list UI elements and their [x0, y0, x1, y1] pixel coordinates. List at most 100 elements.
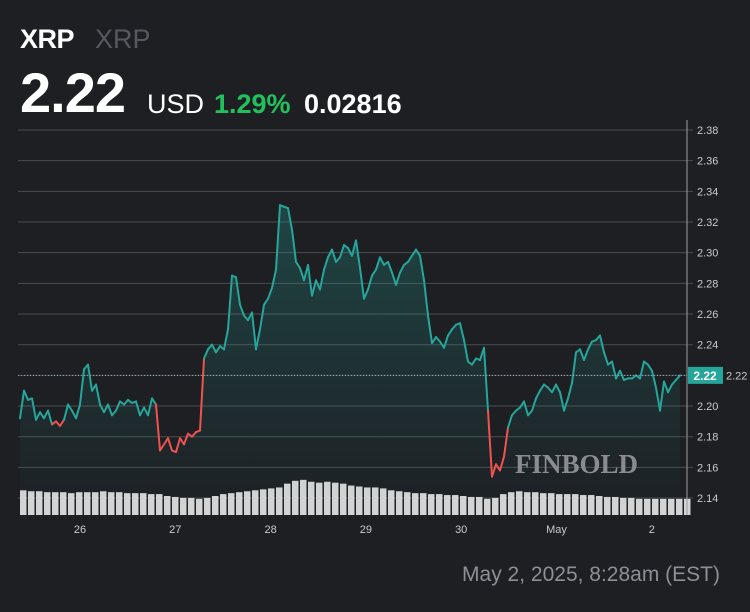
- x-tick-label: 29: [360, 524, 372, 536]
- price-line-segment: [155, 403, 161, 452]
- price-line-segment: [39, 411, 45, 420]
- price-line-segment: [399, 263, 405, 274]
- price-line-segment: [503, 426, 509, 458]
- price-line-segment: [67, 403, 73, 412]
- y-tick-label: 2.38: [697, 125, 718, 137]
- price-line-segment: [655, 386, 661, 412]
- currency: USD: [147, 89, 205, 119]
- x-tick-label: 26: [74, 524, 86, 536]
- price-line-segment: [151, 397, 157, 406]
- price-line-segment: [271, 268, 277, 289]
- x-tick-label: 28: [264, 524, 276, 536]
- price-line-segment: [487, 409, 493, 478]
- price-line-segment: [359, 267, 365, 300]
- price-line-segment: [199, 357, 205, 432]
- price-line-segment: [371, 268, 377, 277]
- price-line-segment: [435, 336, 441, 343]
- price-line-segment: [239, 303, 245, 317]
- price-line-segment: [511, 409, 517, 417]
- price-line-segment: [175, 437, 181, 454]
- price-line-segment: [667, 383, 673, 394]
- price-line-segment: [443, 334, 449, 349]
- price-line-segment: [387, 260, 393, 274]
- price-line-segment: [459, 322, 465, 342]
- price-line-segment: [539, 383, 545, 392]
- price-line-segment: [307, 263, 313, 297]
- price-line-segment: [431, 336, 437, 345]
- price-line-segment: [507, 414, 513, 429]
- price-line-segment: [423, 279, 429, 317]
- price-line-segment: [639, 360, 645, 380]
- price-line-segment: [23, 389, 29, 401]
- price-line-segment: [563, 397, 569, 412]
- y-tick-label: 2.14: [697, 493, 718, 505]
- x-tick-label: 2: [649, 524, 655, 536]
- price-line-segment: [379, 256, 385, 266]
- price-line-segment: [223, 328, 229, 351]
- symbol: XRP: [20, 24, 75, 54]
- price-line-segment: [183, 432, 189, 446]
- price-line-segment: [571, 351, 577, 385]
- price-line-segment: [103, 403, 109, 414]
- price-line-segment: [135, 400, 141, 417]
- price-line-segment: [463, 339, 469, 363]
- price-line-segment: [87, 363, 93, 392]
- price-line-segment: [59, 418, 65, 427]
- y-tick-label: 2.34: [697, 186, 718, 198]
- price-line-segment: [663, 380, 669, 394]
- price-line-segment: [215, 345, 221, 354]
- price-line-segment: [295, 260, 301, 270]
- y-tick-label: 2.22: [726, 370, 747, 382]
- price-line-segment: [527, 409, 533, 417]
- timestamp: May 2, 2025, 8:28am (EST): [462, 563, 720, 586]
- price-line-segment: [551, 383, 557, 394]
- price-line-segment: [415, 248, 421, 257]
- symbol-secondary: XRP: [95, 24, 151, 54]
- price-line-segment: [323, 256, 329, 271]
- price-line-segment: [651, 369, 657, 389]
- price-line-segment: [139, 406, 145, 417]
- y-tick-label: 2.24: [697, 340, 718, 352]
- last-price-badge: [688, 366, 723, 384]
- price-area: [20, 205, 680, 516]
- price-line-segment: [659, 380, 665, 412]
- price-line-segment: [419, 254, 425, 282]
- price-line-segment: [259, 303, 265, 331]
- price-line-segment: [227, 274, 233, 331]
- price-line-segment: [351, 239, 357, 257]
- price-line-segment: [211, 343, 217, 354]
- price-line-segment: [287, 207, 293, 231]
- price-line-segment: [311, 279, 317, 297]
- price-line-segment: [471, 357, 477, 366]
- price-line-segment: [451, 323, 457, 331]
- price-line-segment: [599, 334, 605, 354]
- watermark: FINBOLD: [515, 449, 638, 479]
- price-line-segment: [339, 244, 345, 259]
- price-line-segment: [523, 400, 529, 417]
- price-line-segment: [579, 348, 585, 362]
- y-tick-label: 2.32: [697, 217, 718, 229]
- price-line-segment: [447, 328, 453, 337]
- price-line-segment: [335, 256, 341, 263]
- price-line-segment: [79, 368, 85, 406]
- x-tick-label: 30: [455, 524, 467, 536]
- price-line-segment: [75, 403, 81, 420]
- y-tick-label: 2.18: [697, 432, 718, 444]
- price-line-segment: [411, 248, 417, 257]
- price-line-segment: [615, 369, 621, 380]
- price-line-segment: [559, 391, 565, 412]
- price-line-segment: [263, 297, 269, 306]
- x-tick-label: 27: [169, 524, 181, 536]
- price-line-segment: [47, 409, 53, 426]
- price-line-segment: [327, 248, 333, 259]
- price-line-segment: [499, 455, 505, 472]
- price-line-segment: [167, 437, 173, 452]
- price-line-segment: [115, 400, 121, 412]
- y-tick-label: 2.16: [697, 462, 718, 474]
- y-tick-label: 2.20: [697, 401, 718, 413]
- price-line-segment: [63, 403, 69, 421]
- price-line-segment: [123, 398, 129, 406]
- price-line-segment: [555, 383, 561, 394]
- y-tick-label: 2.36: [697, 156, 718, 168]
- price-line-segment: [275, 204, 281, 271]
